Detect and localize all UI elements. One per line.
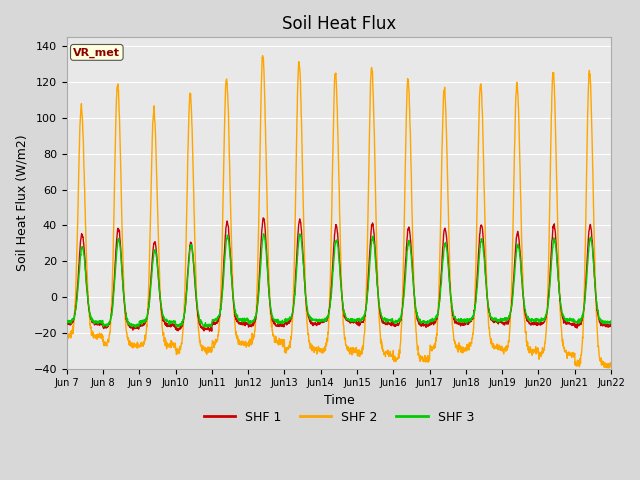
Line: SHF 1: SHF 1 <box>67 218 611 331</box>
SHF 1 <box>497 320 505 326</box>
SHF 3 <box>132 324 140 330</box>
Legend: SHF 1, SHF 2, SHF 3: SHF 1, SHF 2, SHF 3 <box>199 406 479 429</box>
SHF 3 <box>367 246 374 252</box>
SHF 2 <box>575 361 582 367</box>
Title: Soil Heat Flux: Soil Heat Flux <box>282 15 396 33</box>
SHF 2 <box>355 349 362 355</box>
SHF 2 <box>259 53 266 59</box>
Line: SHF 3: SHF 3 <box>67 234 611 327</box>
SHF 2 <box>497 346 505 351</box>
SHF 1 <box>208 328 216 334</box>
SHF 2 <box>559 340 567 346</box>
SHF 1 <box>215 315 223 321</box>
SHF 1 <box>63 321 70 326</box>
SHF 3 <box>260 231 268 237</box>
SHF 3 <box>355 316 363 322</box>
SHF 2 <box>214 328 222 334</box>
SHF 1 <box>355 321 363 327</box>
Text: VR_met: VR_met <box>74 47 120 58</box>
SHF 3 <box>497 317 505 323</box>
SHF 2 <box>607 363 615 369</box>
SHF 1 <box>259 215 267 221</box>
SHF 2 <box>63 336 70 341</box>
SHF 3 <box>607 319 615 324</box>
SHF 1 <box>607 322 615 328</box>
SHF 3 <box>559 314 567 320</box>
SHF 3 <box>63 319 70 325</box>
SHF 3 <box>575 316 582 322</box>
SHF 2 <box>367 78 374 84</box>
SHF 1 <box>559 316 567 322</box>
Line: SHF 2: SHF 2 <box>67 56 611 368</box>
X-axis label: Time: Time <box>324 394 355 407</box>
Y-axis label: Soil Heat Flux (W/m2): Soil Heat Flux (W/m2) <box>15 134 28 271</box>
SHF 2 <box>605 365 613 371</box>
SHF 1 <box>367 232 374 238</box>
SHF 3 <box>215 312 223 318</box>
SHF 1 <box>575 322 582 327</box>
